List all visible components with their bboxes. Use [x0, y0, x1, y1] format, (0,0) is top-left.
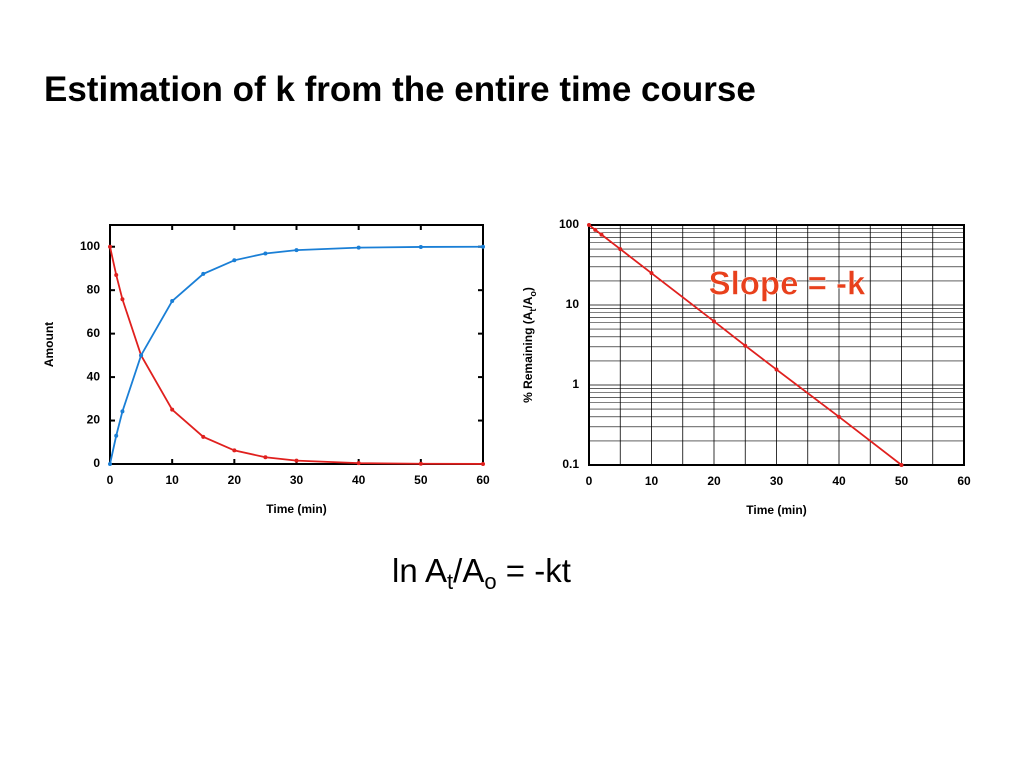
- equation-subscript: t: [447, 569, 454, 594]
- x-tick-label: 60: [476, 473, 490, 487]
- x-tick-label: 30: [290, 473, 304, 487]
- y-tick-label: 100: [559, 217, 579, 231]
- data-point: [201, 434, 206, 439]
- y-tick-label: 60: [87, 326, 101, 340]
- x-tick-label: 20: [228, 473, 242, 487]
- data-point: [481, 244, 485, 249]
- x-axis-label: Time (min): [746, 503, 806, 517]
- y-tick-label: 40: [87, 369, 101, 383]
- series-line: [109, 246, 484, 465]
- data-point: [232, 258, 237, 263]
- data-point: [481, 461, 485, 466]
- data-point: [649, 271, 654, 276]
- data-point: [899, 463, 904, 467]
- data-point: [108, 244, 112, 249]
- x-tick-label: 60: [957, 474, 971, 488]
- x-tick-label: 10: [645, 474, 659, 488]
- x-tick-label: 30: [770, 474, 784, 488]
- data-point: [114, 272, 119, 277]
- data-point: [418, 244, 423, 249]
- data-point: [618, 247, 623, 252]
- equation-subscript: o: [484, 569, 497, 594]
- y-axis-label-part: Amount: [42, 322, 56, 367]
- data-point: [120, 409, 125, 414]
- data-point: [587, 223, 591, 227]
- series-line: [109, 245, 484, 465]
- x-axis-label: Time (min): [266, 502, 326, 516]
- plot-frame: [109, 224, 484, 465]
- equation-part: = -kt: [496, 552, 571, 589]
- x-tick-label: 50: [895, 474, 909, 488]
- data-point: [294, 458, 299, 463]
- data-point: [712, 319, 716, 324]
- y-tick-label: 0.1: [562, 457, 579, 471]
- data-point: [120, 297, 125, 302]
- annotation: Slope = -k: [709, 265, 866, 302]
- x-tick-label: 20: [707, 474, 721, 488]
- data-point: [356, 461, 361, 466]
- y-tick-label: 10: [566, 297, 580, 311]
- y-axis-label-part: % Remaining (A: [521, 311, 535, 403]
- data-point: [108, 462, 112, 466]
- data-point: [743, 343, 748, 348]
- data-point: [593, 227, 598, 232]
- series-line: [588, 224, 903, 466]
- data-point: [201, 271, 206, 276]
- data-point: [232, 448, 237, 453]
- x-tick-label: 0: [107, 473, 114, 487]
- equation: ln At/Ao = -kt: [392, 552, 571, 593]
- x-tick-label: 40: [832, 474, 846, 488]
- x-tick-label: 10: [165, 473, 179, 487]
- y-tick-label: 100: [80, 239, 100, 253]
- plot-frame: [588, 224, 965, 466]
- y-axis-label-part: /A: [521, 296, 535, 308]
- data-point: [774, 367, 779, 372]
- data-point: [294, 248, 299, 253]
- data-point: [263, 251, 268, 256]
- y-tick-label: 0: [93, 456, 100, 470]
- y-axis-label-subscript: o: [528, 291, 538, 297]
- data-point: [114, 433, 119, 438]
- data-point: [139, 353, 144, 358]
- y-tick-label: 20: [87, 413, 101, 427]
- data-point: [837, 414, 841, 419]
- data-point: [418, 461, 423, 466]
- x-tick-label: 40: [352, 473, 366, 487]
- data-point: [356, 245, 361, 250]
- x-tick-label: 50: [414, 473, 428, 487]
- y-axis-label-subscript: t: [528, 309, 538, 312]
- data-point: [599, 232, 604, 237]
- data-point: [170, 407, 175, 412]
- y-axis-label-part: ): [521, 287, 535, 291]
- y-tick-label: 80: [87, 282, 101, 296]
- slide-title: Estimation of k from the entire time cou…: [44, 70, 756, 109]
- y-axis-label: Amount: [42, 322, 56, 367]
- y-axis-label: % Remaining (At/Ao): [521, 287, 538, 403]
- y-tick-label: 1: [572, 377, 579, 391]
- x-tick-label: 0: [586, 474, 593, 488]
- data-point: [170, 299, 175, 304]
- equation-part: ln A: [392, 552, 448, 589]
- data-point: [263, 455, 268, 460]
- equation-part: /A: [453, 552, 485, 589]
